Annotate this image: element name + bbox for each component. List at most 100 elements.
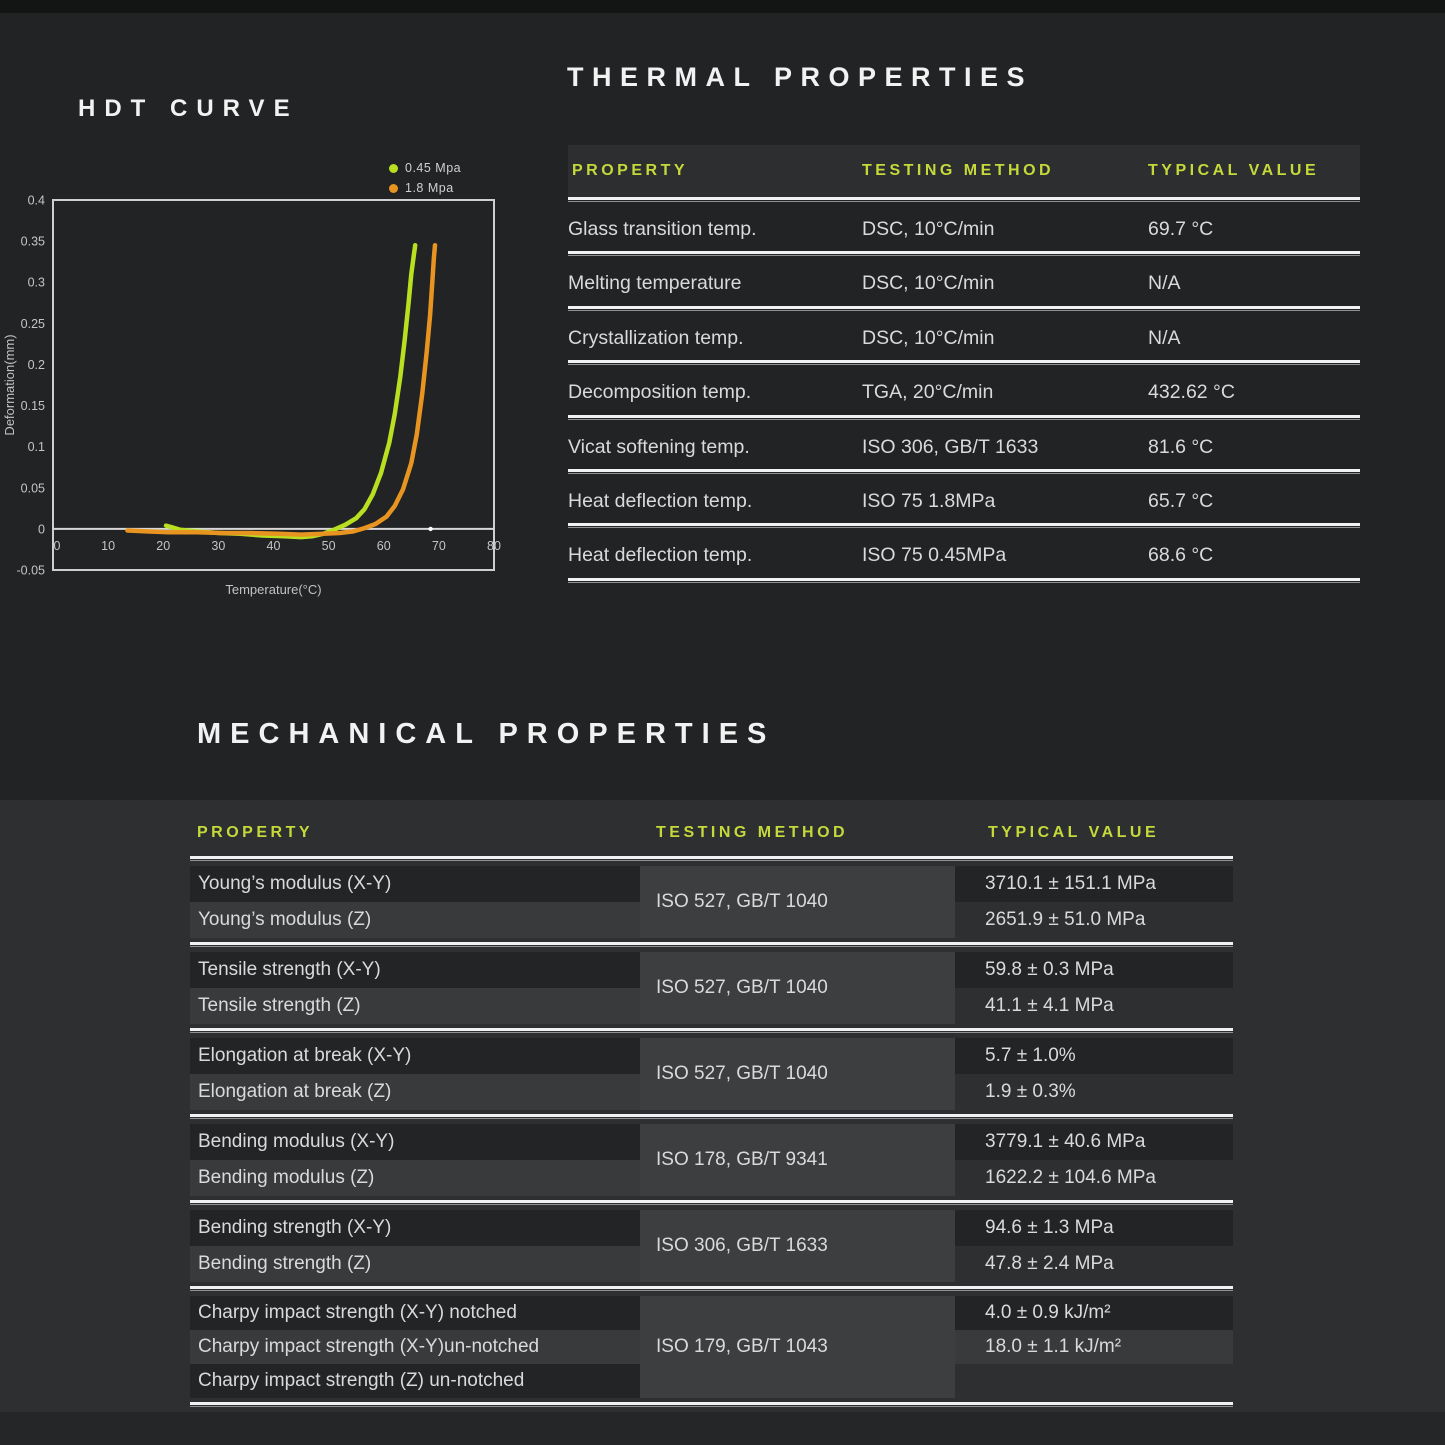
table-separator: [568, 251, 1360, 257]
mech-cell-property: Bending strength (X-Y): [190, 1210, 640, 1246]
legend-label-045mpa: 0.45 Mpa: [405, 161, 462, 175]
thermal-cell-property: Vicat softening temp.: [568, 435, 750, 458]
thermal-cell-typical-value: 65.7 °C: [1148, 490, 1214, 512]
mech-cell-method: ISO 178, GB/T 9341: [640, 1124, 955, 1196]
mechanical-properties-title: MECHANICAL PROPERTIES: [197, 718, 776, 750]
x-tick-label: 60: [377, 539, 391, 553]
thermal-cell-property: Glass transition temp.: [568, 218, 757, 240]
thermal-table: Glass transition temp. DSC, 10°C/min 69.7 …: [568, 197, 1360, 592]
thermal-header-property: PROPERTY: [572, 162, 689, 179]
mech-cell-value: 47.8 ± 2.4 MPa: [985, 1253, 1114, 1274]
table-separator: [190, 942, 1233, 947]
thermal-table-header: PROPERTY TESTING METHOD TYPICAL VALUE: [568, 145, 1360, 197]
thermal-cell-property: Decomposition temp.: [568, 381, 752, 404]
x-tick-label: 0: [54, 539, 61, 553]
thermal-table-row: Heat deflection temp. ISO 75 1.8MPa 65.7 °…: [568, 474, 1360, 528]
table-separator: [568, 523, 1360, 529]
plot-border: [52, 199, 495, 571]
thermal-cell-testing-method: DSC, 10°C/min: [862, 272, 995, 295]
thermal-cell-property: Melting temperature: [568, 272, 742, 295]
mech-cell-property: Bending modulus (Z): [190, 1160, 640, 1196]
x-tick-label: 10: [101, 539, 115, 553]
y-tick-label: 0.15: [21, 399, 45, 413]
table-separator: [190, 856, 1233, 861]
x-tick-label: 50: [322, 539, 336, 553]
thermal-table-row: Decomposition temp. TGA, 20°C/min 432.62 °…: [568, 365, 1360, 419]
mechanical-header-typical-value: TYPICAL VALUE: [988, 824, 1160, 841]
mech-cell-value: 3779.1 ± 40.6 MPa: [955, 1124, 1233, 1160]
x-tick-label: 20: [156, 539, 170, 553]
mech-cell-property: Charpy impact strength (X-Y)un-notched: [190, 1330, 640, 1364]
legend-dot-18mpa-icon: [389, 183, 398, 193]
x-tick-label: 80: [487, 539, 501, 553]
mechanical-header-property: PROPERTY: [197, 824, 314, 841]
mech-cell-value: 41.1 ± 4.1 MPa: [985, 995, 1114, 1016]
thermal-header-typical-value: TYPICAL VALUE: [1148, 162, 1320, 179]
table-separator: [190, 1028, 1233, 1033]
table-separator: [190, 1286, 1233, 1291]
x-tick-label: 70: [432, 539, 446, 553]
thermal-cell-testing-method: DSC, 10°C/min: [862, 218, 995, 240]
thermal-table-row: Heat deflection temp. ISO 75 0.45MPa 68.6 …: [568, 528, 1360, 582]
mech-cell-property: Bending modulus (X-Y): [190, 1124, 640, 1160]
mech-cell-property: Elongation at break (X-Y): [190, 1038, 640, 1074]
legend-label-18mpa: 1.8 Mpa: [405, 181, 454, 195]
mech-cell-property: Tensile strength (Z): [190, 988, 640, 1024]
thermal-cell-testing-method: DSC, 10°C/min: [862, 326, 995, 349]
y-tick-label: 0.4: [28, 194, 45, 208]
thermal-table-row: Melting temperature DSC, 10°C/min N/A: [568, 256, 1360, 310]
y-tick-label: 0.2: [28, 358, 45, 372]
thermal-cell-testing-method: ISO 75 1.8MPa: [862, 490, 996, 512]
thermal-cell-testing-method: ISO 306, GB/T 1633: [862, 435, 1039, 458]
mech-cell-method: ISO 527, GB/T 1040: [640, 866, 955, 938]
thermal-cell-typical-value: 68.6 °C: [1148, 544, 1214, 567]
mech-cell-method: ISO 527, GB/T 1040: [640, 952, 955, 1024]
mechanical-header-testing-method: TESTING METHOD: [656, 824, 849, 841]
mech-cell-property: Bending strength (Z): [190, 1246, 640, 1282]
thermal-table-row: Glass transition temp. DSC, 10°C/min 69.7 …: [568, 202, 1360, 256]
table-separator: [568, 197, 1360, 202]
y-axis-label: Deformation(mm): [2, 334, 17, 435]
thermal-cell-testing-method: TGA, 20°C/min: [862, 381, 994, 404]
mech-cell-property: Young’s modulus (Z): [190, 902, 640, 938]
chart-legend: 0.45 Mpa 1.8 Mpa: [389, 158, 461, 198]
thermal-cell-property: Heat deflection temp.: [568, 490, 753, 512]
table-separator: [568, 414, 1360, 420]
table-separator: [190, 1402, 1233, 1407]
y-tick-label: 0.1: [28, 440, 45, 454]
curve-0.45-mpa: [163, 242, 418, 540]
table-separator: [568, 360, 1360, 366]
mech-cell-value: 4.0 ± 0.9 kJ/m²: [955, 1296, 1233, 1330]
x-tick-label: 30: [211, 539, 225, 553]
x-axis-label: Temperature(°C): [225, 582, 321, 597]
mech-cell-property: Charpy impact strength (X-Y) notched: [190, 1296, 640, 1330]
table-separator: [190, 1200, 1233, 1205]
mech-cell-property: Young’s modulus (X-Y): [190, 866, 640, 902]
legend-item: 1.8 Mpa: [389, 178, 461, 198]
mechanical-table: ISO 527, GB/T 1040 Young’s modulus (X-Y) 3…: [190, 856, 1233, 1412]
hdt-deformation-chart: 0.4 0.35 0.3 0.25 0.2 0.15 0.1 0.05 0 -0.05 0 10 20 3…: [2, 194, 501, 598]
legend-dot-045mpa-icon: [389, 163, 398, 173]
top-edge-strip: [0, 0, 1445, 13]
y-tick-label: 0: [38, 522, 45, 536]
mech-cell-method: ISO 527, GB/T 1040: [640, 1038, 955, 1110]
mech-cell-method: ISO 306, GB/T 1633: [640, 1210, 955, 1282]
table-separator: [568, 469, 1360, 474]
mech-cell-property: Charpy impact strength (Z) un-notched: [190, 1364, 640, 1398]
table-separator: [190, 1114, 1233, 1119]
thermal-cell-typical-value: 81.6 °C: [1148, 435, 1214, 458]
mech-cell-property: Elongation at break (Z): [190, 1074, 640, 1110]
thermal-table-row: Crystallization temp. DSC, 10°C/min N/A: [568, 311, 1360, 365]
thermal-cell-property: Crystallization temp.: [568, 326, 744, 349]
thermal-cell-typical-value: 69.7 °C: [1148, 218, 1214, 240]
table-separator: [568, 577, 1360, 583]
mech-cell-method: ISO 179, GB/T 1043: [640, 1296, 955, 1398]
x-tick-label: 40: [267, 539, 281, 553]
mech-cell-value: 1.9 ± 0.3%: [985, 1081, 1076, 1102]
thermal-cell-property: Heat deflection temp.: [568, 544, 753, 567]
y-tick-label: 0.3: [28, 276, 45, 290]
thermal-properties-title: THERMAL PROPERTIES: [567, 62, 1034, 92]
y-tick-label: 0.25: [21, 317, 45, 331]
thermal-cell-typical-value: N/A: [1148, 272, 1181, 295]
mech-cell-value: 18.0 ± 1.1 kJ/m²: [955, 1330, 1233, 1364]
